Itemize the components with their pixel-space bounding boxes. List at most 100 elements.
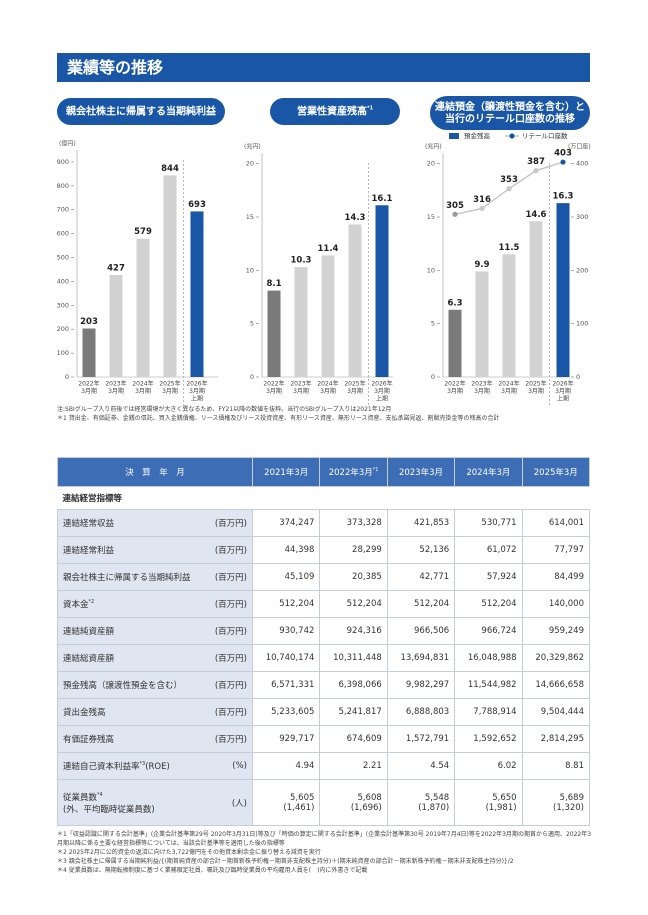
cell-value: 966,724 <box>481 626 517 636</box>
value-cell: 20,329,862 <box>521 644 591 672</box>
cell-value: 10,311,448 <box>333 653 382 663</box>
chart-notes: 注:SBIグループ入り前後では経営環境が大きく異なるため、FY21以降の数値を抜… <box>57 405 592 423</box>
value-cell: 966,506 <box>386 617 456 645</box>
row-unit: (百万円) <box>214 708 247 718</box>
cell-value: 4.94 <box>295 761 315 771</box>
row-label-block: 連結経常収益 <box>63 517 114 529</box>
footnote: ＊2 2025年2月に公的資金の返済に向けた3,722億円をその他資本剰余金に振… <box>57 849 321 856</box>
line-value-label: 387 <box>527 157 545 167</box>
value-cell: 1,572,791 <box>386 725 456 753</box>
row-sublabel: (外、平均臨時従業員数) <box>63 804 155 815</box>
footnote: ＊3 親会社株主に帰属する当期純利益/{(期首純資産の部合計－期首新株予約権－期… <box>57 858 514 865</box>
bar <box>190 211 204 377</box>
row-label-cell: 親会社株主に帰属する当期純利益 (百万円) <box>57 563 253 591</box>
row-label-block: 連結総資産額 <box>63 652 114 664</box>
x-tick-label: 上期 <box>376 395 388 403</box>
row-label: 貸出金残高 <box>63 708 106 718</box>
cell-value: 140,000 <box>548 599 584 609</box>
row-label-note: *4 <box>97 791 103 798</box>
x-tick-label: 2026年 <box>186 380 207 388</box>
bar <box>82 328 96 377</box>
header-cell: 2023年3月 <box>386 457 456 487</box>
chart-title-text: 連結預金（譲渡性預金を含む）と <box>435 100 585 113</box>
cell-value: 924,316 <box>346 626 382 636</box>
bar-value-label: 693 <box>188 200 206 210</box>
bar-value-label: 203 <box>80 317 98 327</box>
y-tick-label: 0 <box>431 373 435 381</box>
cell-sub-value: (1,981) <box>485 802 517 813</box>
value-cell: 16,048,988 <box>454 644 523 672</box>
bar-value-label: 579 <box>134 227 152 237</box>
row-unit: (百万円) <box>214 627 247 637</box>
header-text: 2023年3月 <box>398 468 443 478</box>
value-cell: 530,771 <box>454 509 523 537</box>
row-label-block: 連結自己資本利益率*3(ROE) <box>63 760 170 772</box>
value-cell: 28,299 <box>319 536 388 564</box>
y-tick-label: 300 <box>57 301 69 309</box>
value-cell: 5,650 (1,981) <box>454 779 523 826</box>
y-tick-label: 200 <box>57 325 69 333</box>
value-cell: 5,233,605 <box>251 698 321 726</box>
value-cell: 421,853 <box>386 509 456 537</box>
table-row: 預金残高（譲渡性預金を含む） (百万円) 6,571,331 6,398,066 9,9… <box>57 671 591 699</box>
header-row: 決 算 年 月 2021年3月 2022年3月*1 2023年3月 2024年3月 202… <box>57 457 591 487</box>
x-tick-label: 2024年 <box>317 380 338 388</box>
bar-value-label: 9.9 <box>474 260 489 270</box>
row-unit: (%) <box>232 761 247 771</box>
x-tick-label: 2023年 <box>290 380 311 388</box>
section-row: 連結経営指標等 <box>57 486 590 510</box>
value-cell: 11,544,982 <box>454 671 523 699</box>
cell-value: 9,504,444 <box>540 707 584 717</box>
row-label-cell: 資本金*2 (百万円) <box>57 590 253 618</box>
cell-sub-value: (1,461) <box>283 802 315 813</box>
row-label-line: 資本金*2 <box>63 598 94 610</box>
line-point <box>560 159 566 165</box>
row-label-block: 連結純資産額 <box>63 625 114 637</box>
chart-title-pill <box>430 96 590 130</box>
y2-tick-label: 0 <box>576 373 580 381</box>
cell-value: 512,204 <box>346 599 382 609</box>
footnotes: ＊1「収益認識に関する会計基準」(企業会計基準第29号 2020年3月31日)等… <box>57 830 592 875</box>
row-label-wrap: 連結経常利益 (百万円) <box>63 544 247 556</box>
row-unit: (百万円) <box>214 600 247 610</box>
cell-value: 7,788,914 <box>473 707 517 717</box>
value-cell: 959,249 <box>521 617 591 645</box>
bar <box>475 271 489 377</box>
value-cell: 57,924 <box>454 563 523 591</box>
x-tick-label: 上期 <box>557 395 569 403</box>
cell-value: 930,742 <box>279 626 315 636</box>
value-cell: 966,724 <box>454 617 523 645</box>
cell-sub-value: (1,870) <box>418 802 450 813</box>
value-cell: 10,740,174 <box>251 644 321 672</box>
bar <box>294 267 308 377</box>
chart-title: 当行のリテール口座数の推移 <box>445 112 575 125</box>
row-label-note: *3 <box>139 761 146 768</box>
cell-value: 13,694,831 <box>400 653 450 663</box>
value-cell: 9,504,444 <box>521 698 591 726</box>
value-cell: 5,608 (1,696) <box>319 779 388 826</box>
cell-value: 5,241,817 <box>338 707 382 717</box>
cell-value: 374,247 <box>279 518 315 528</box>
cell-value: 6,571,331 <box>271 680 315 690</box>
x-tick-label: 2022年 <box>263 380 284 388</box>
table-row: 親会社株主に帰属する当期純利益 (百万円) 45,109 20,385 42,771 57… <box>57 563 591 591</box>
charts: 親会社株主に帰属する当期純利益(億円)010020030040050060070… <box>57 96 591 405</box>
row-label-wrap: 従業員数*4 (外、平均臨時従業員数) (人) <box>63 791 247 815</box>
chart-title-text: 親会社株主に帰属する当期純利益 <box>65 105 217 118</box>
row-label-cell: 連結経常収益 (百万円) <box>57 509 253 537</box>
cell-value: 614,001 <box>548 518 584 528</box>
cell-value: 2.21 <box>362 761 382 771</box>
row-label-block: 連結経常利益 <box>63 544 114 556</box>
value-cell: 5,605 (1,461) <box>251 779 321 826</box>
value-cell: 8.81 <box>521 752 591 780</box>
cell-value: 929,717 <box>279 734 315 744</box>
table-row: 連結自己資本利益率*3(ROE) (%) 4.94 2.21 4.54 6.02 8.81 <box>57 752 591 780</box>
value-cell: 674,609 <box>319 725 388 753</box>
value-cell: 42,771 <box>386 563 456 591</box>
cell-value: 84,499 <box>554 572 584 582</box>
table-row: 資本金*2 (百万円) 512,204 512,204 512,204 512,204 14… <box>57 590 591 618</box>
y-tick-label: 900 <box>57 158 69 166</box>
table-row: 連結経常収益 (百万円) 374,247 373,328 421,853 530,771 6… <box>57 509 591 537</box>
header-cell: 2022年3月*1 <box>319 457 388 487</box>
